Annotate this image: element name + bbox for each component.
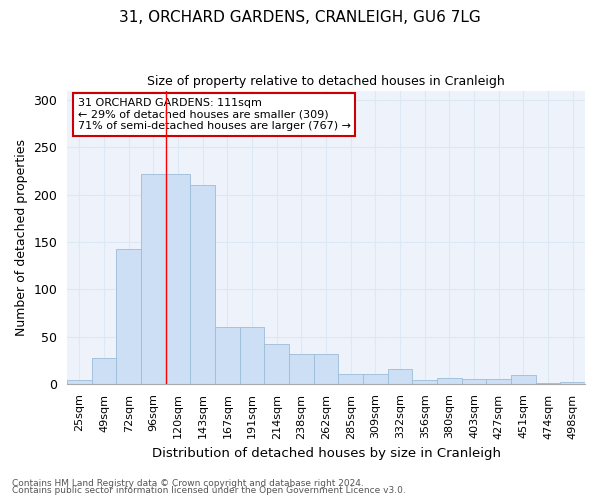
Bar bbox=[265, 344, 289, 384]
Bar bbox=[116, 250, 141, 384]
Text: Contains HM Land Registry data © Crown copyright and database right 2024.: Contains HM Land Registry data © Crown c… bbox=[12, 478, 364, 488]
Bar bbox=[462, 379, 487, 384]
Bar bbox=[437, 378, 462, 384]
Bar bbox=[190, 185, 215, 384]
Bar bbox=[388, 368, 412, 384]
Bar bbox=[363, 374, 388, 384]
Title: Size of property relative to detached houses in Cranleigh: Size of property relative to detached ho… bbox=[147, 75, 505, 88]
Bar bbox=[141, 174, 166, 384]
Text: Contains public sector information licensed under the Open Government Licence v3: Contains public sector information licen… bbox=[12, 486, 406, 495]
Bar bbox=[536, 383, 560, 384]
Y-axis label: Number of detached properties: Number of detached properties bbox=[15, 138, 28, 336]
Bar bbox=[487, 379, 511, 384]
Bar bbox=[511, 376, 536, 384]
Bar bbox=[67, 380, 92, 384]
Bar bbox=[412, 380, 437, 384]
Bar bbox=[314, 354, 338, 384]
Bar bbox=[240, 327, 265, 384]
Bar bbox=[338, 374, 363, 384]
Bar bbox=[92, 358, 116, 384]
Bar bbox=[166, 174, 190, 384]
Bar bbox=[289, 354, 314, 384]
Text: 31, ORCHARD GARDENS, CRANLEIGH, GU6 7LG: 31, ORCHARD GARDENS, CRANLEIGH, GU6 7LG bbox=[119, 10, 481, 25]
Bar bbox=[560, 382, 585, 384]
X-axis label: Distribution of detached houses by size in Cranleigh: Distribution of detached houses by size … bbox=[152, 447, 500, 460]
Bar bbox=[215, 327, 240, 384]
Text: 31 ORCHARD GARDENS: 111sqm
← 29% of detached houses are smaller (309)
71% of sem: 31 ORCHARD GARDENS: 111sqm ← 29% of deta… bbox=[77, 98, 350, 131]
